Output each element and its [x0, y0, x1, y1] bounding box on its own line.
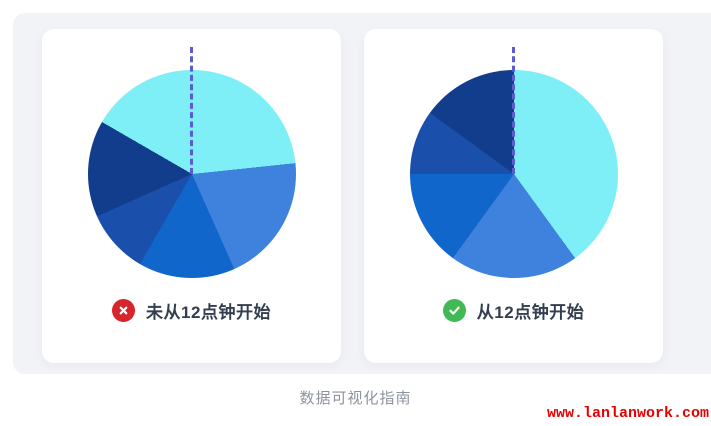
pie-card-from-12: 从12点钟开始: [364, 29, 663, 363]
watermark-text: www.lanlanwork.com: [546, 405, 709, 422]
background-panel: 未从12点钟开始 从12点钟开始: [13, 13, 711, 374]
verdict-label-row: 从12点钟开始: [364, 298, 663, 323]
verdict-label: 从12点钟开始: [476, 303, 585, 322]
check-icon: [442, 299, 466, 322]
twelve-oclock-guide-line: [512, 47, 515, 174]
cards-row: 未从12点钟开始 从12点钟开始: [42, 29, 663, 363]
verdict-label: 未从12点钟开始: [146, 303, 271, 322]
cross-icon: [112, 299, 136, 322]
verdict-label-row: 未从12点钟开始: [42, 298, 341, 323]
page-caption: 数据可视化指南: [299, 390, 412, 407]
pie-card-not-from-12: 未从12点钟开始: [42, 29, 341, 363]
twelve-oclock-guide-line: [190, 47, 193, 174]
